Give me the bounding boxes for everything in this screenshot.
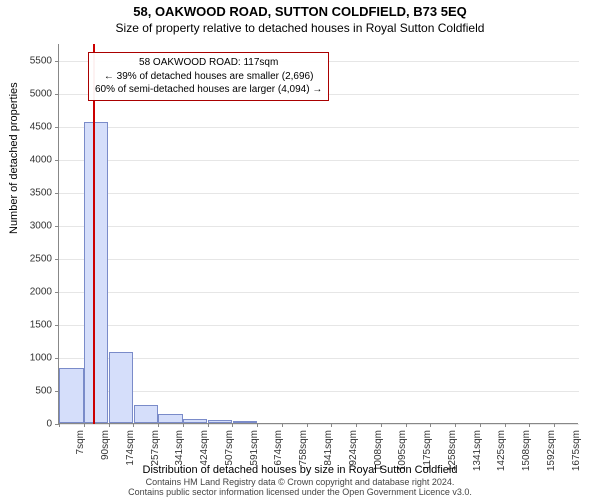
ytick-label: 1000 [12, 352, 52, 363]
annotation-box: 58 OAKWOOD ROAD: 117sqm ← 39% of detache… [88, 52, 329, 101]
xtick-mark [455, 423, 456, 427]
xtick-label: 841sqm [323, 430, 334, 466]
xtick-mark [406, 423, 407, 427]
chart-area: 7sqm90sqm174sqm257sqm341sqm424sqm507sqm5… [58, 44, 578, 424]
xtick-mark [183, 423, 184, 427]
histogram-bar [158, 414, 182, 423]
annotation-line3: 60% of semi-detached houses are larger (… [95, 83, 322, 97]
annotation-line2: ← 39% of detached houses are smaller (2,… [95, 70, 322, 84]
plot-area: 7sqm90sqm174sqm257sqm341sqm424sqm507sqm5… [58, 44, 578, 424]
gridline [59, 424, 579, 425]
xtick-label: 674sqm [273, 430, 284, 466]
ytick-label: 5000 [12, 88, 52, 99]
ytick-mark [55, 259, 59, 260]
xtick-mark [158, 423, 159, 427]
ytick-label: 2000 [12, 286, 52, 297]
gridline [59, 391, 579, 392]
xtick-mark [356, 423, 357, 427]
ytick-mark [55, 358, 59, 359]
xtick-mark [109, 423, 110, 427]
page-title-line1: 58, OAKWOOD ROAD, SUTTON COLDFIELD, B73 … [0, 0, 600, 19]
gridline [59, 160, 579, 161]
page-title-line2: Size of property relative to detached ho… [0, 19, 600, 35]
xtick-label: 591sqm [249, 430, 260, 466]
histogram-bar [233, 421, 257, 423]
xtick-mark [84, 423, 85, 427]
ytick-label: 0 [12, 419, 52, 430]
gridline [59, 325, 579, 326]
xtick-mark [554, 423, 555, 427]
xtick-label: 424sqm [199, 430, 210, 466]
chart-container: 58, OAKWOOD ROAD, SUTTON COLDFIELD, B73 … [0, 0, 600, 500]
ytick-mark [55, 127, 59, 128]
xtick-mark [257, 423, 258, 427]
histogram-bar [208, 420, 232, 423]
histogram-bar [84, 122, 108, 423]
ytick-mark [55, 325, 59, 326]
marker-line [93, 44, 95, 424]
xtick-label: 174sqm [125, 430, 136, 466]
gridline [59, 127, 579, 128]
ytick-label: 4000 [12, 154, 52, 165]
gridline [59, 292, 579, 293]
ytick-label: 1500 [12, 319, 52, 330]
xtick-mark [430, 423, 431, 427]
ytick-label: 5500 [12, 55, 52, 66]
ytick-mark [55, 61, 59, 62]
ytick-mark [55, 94, 59, 95]
histogram-bar [59, 368, 83, 423]
xtick-label: 257sqm [150, 430, 161, 466]
gridline [59, 358, 579, 359]
xtick-label: 758sqm [298, 430, 309, 466]
xtick-label: 924sqm [348, 430, 359, 466]
attribution-line2: Contains public sector information licen… [0, 488, 600, 498]
xtick-label: 7sqm [75, 430, 86, 454]
ytick-mark [55, 160, 59, 161]
xtick-label: 507sqm [224, 430, 235, 466]
xtick-mark [331, 423, 332, 427]
xtick-label: 341sqm [174, 430, 185, 466]
histogram-bar [183, 419, 207, 423]
xtick-mark [208, 423, 209, 427]
xtick-mark [232, 423, 233, 427]
x-axis-label: Distribution of detached houses by size … [0, 464, 600, 476]
xtick-mark [480, 423, 481, 427]
gridline [59, 259, 579, 260]
xtick-mark [59, 423, 60, 427]
ytick-label: 3500 [12, 187, 52, 198]
ytick-label: 500 [12, 385, 52, 396]
ytick-mark [55, 292, 59, 293]
ytick-mark [55, 193, 59, 194]
histogram-bar [134, 405, 158, 424]
xtick-mark [133, 423, 134, 427]
attribution: Contains HM Land Registry data © Crown c… [0, 478, 600, 498]
xtick-mark [307, 423, 308, 427]
xtick-mark [381, 423, 382, 427]
histogram-bar [109, 352, 133, 423]
ytick-label: 3000 [12, 220, 52, 231]
xtick-mark [505, 423, 506, 427]
gridline [59, 193, 579, 194]
ytick-label: 2500 [12, 253, 52, 264]
annotation-line1: 58 OAKWOOD ROAD: 117sqm [95, 56, 322, 70]
ytick-label: 4500 [12, 121, 52, 132]
xtick-mark [529, 423, 530, 427]
ytick-mark [55, 226, 59, 227]
gridline [59, 226, 579, 227]
xtick-label: 90sqm [100, 430, 111, 460]
xtick-mark [282, 423, 283, 427]
